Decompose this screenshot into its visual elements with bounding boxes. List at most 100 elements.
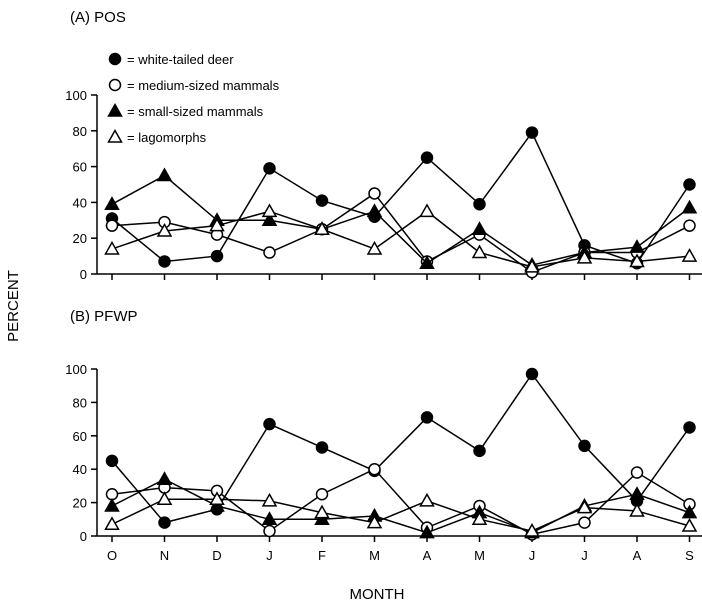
data-point — [629, 486, 645, 500]
data-point — [576, 499, 593, 514]
data-point — [471, 511, 488, 526]
data-point — [419, 203, 435, 218]
data-point — [263, 524, 276, 538]
x-axis-label: MONTH — [350, 586, 405, 603]
data-point — [576, 249, 593, 264]
data-point — [683, 219, 696, 232]
data-point — [629, 239, 645, 253]
x-tick-label: J — [266, 548, 273, 563]
data-point — [419, 492, 435, 507]
y-tick-label: 40 — [73, 195, 87, 210]
data-point — [314, 221, 330, 235]
data-point — [104, 196, 120, 210]
filled-triangle-icon — [107, 102, 123, 117]
legend-item-small-sized-mammals: = small-sized mammals — [107, 102, 264, 119]
data-point — [156, 491, 173, 506]
data-point — [366, 203, 383, 218]
panel-a-title: (A) POS — [70, 9, 126, 26]
data-point — [629, 502, 645, 517]
x-tick-label: O — [107, 548, 117, 563]
data-point — [315, 441, 329, 454]
x-tick-label: F — [318, 548, 326, 563]
data-point — [420, 411, 434, 424]
data-point — [419, 255, 435, 270]
data-point — [263, 417, 276, 431]
panel-b-title: (B) PFWP — [70, 308, 138, 325]
data-point — [261, 203, 278, 218]
data-point — [105, 454, 119, 468]
series-lagomorphs — [104, 203, 698, 273]
data-point — [104, 497, 120, 512]
data-point — [525, 367, 539, 381]
y-tick-label: 40 — [73, 462, 87, 477]
series-lagomorphs — [104, 491, 698, 537]
data-point — [578, 439, 591, 453]
panel-b-series — [104, 367, 698, 541]
data-point — [156, 167, 173, 182]
data-point — [209, 217, 225, 232]
y-tick-label: 20 — [73, 231, 87, 246]
y-tick-label: 60 — [73, 429, 87, 444]
open-circle-icon — [108, 78, 122, 92]
data-point — [681, 248, 698, 262]
legend-item-medium-sized-mammals: = medium-sized mammals — [108, 78, 280, 93]
data-point — [419, 524, 435, 539]
y-tick-label: 80 — [73, 124, 87, 139]
legend-label: = medium-sized mammals — [127, 78, 280, 93]
data-point — [261, 511, 278, 526]
data-point — [156, 223, 173, 237]
x-tick-label: S — [685, 548, 694, 563]
data-point — [105, 219, 119, 232]
data-point — [471, 221, 488, 235]
x-tick-label: A — [633, 548, 642, 563]
y-tick-label: 60 — [73, 160, 87, 175]
data-point — [156, 471, 173, 485]
panel-pos: (A) POS 0 20 40 60 80 100 — [65, 9, 702, 282]
panel-a-x-axis — [97, 273, 702, 280]
data-point — [263, 246, 276, 259]
y-tick-label: 100 — [65, 88, 87, 103]
data-point — [104, 240, 120, 255]
y-tick-label: 80 — [73, 395, 87, 410]
panel-a-series — [104, 126, 698, 279]
data-point — [263, 162, 276, 175]
y-tick-label: 20 — [73, 496, 87, 511]
y-tick-label: 100 — [65, 362, 87, 377]
series-line — [111, 174, 690, 266]
open-triangle-icon — [107, 128, 123, 143]
data-point — [261, 212, 278, 227]
filled-circle-icon — [108, 52, 122, 66]
data-point — [683, 178, 696, 191]
data-point — [209, 491, 225, 506]
data-point — [315, 488, 329, 501]
legend-item-white-tailed-deer: = white-tailed deer — [108, 52, 234, 67]
data-point — [524, 522, 540, 537]
x-tick-label: M — [369, 548, 380, 563]
legend: = white-tailed deer = medium-sized mamma… — [107, 52, 280, 145]
data-point — [681, 199, 698, 214]
legend-label: = white-tailed deer — [127, 52, 234, 67]
data-point — [158, 516, 171, 529]
data-point — [420, 151, 434, 164]
data-point — [210, 249, 224, 263]
data-point — [315, 194, 329, 207]
series-line — [111, 210, 690, 268]
series-line — [111, 498, 690, 532]
x-tick-label: J — [581, 548, 588, 563]
data-point — [209, 497, 225, 512]
data-point — [471, 244, 488, 259]
x-tick-label: N — [160, 548, 169, 563]
data-point — [524, 258, 540, 273]
legend-label: = small-sized mammals — [127, 104, 264, 119]
data-point — [473, 197, 486, 211]
legend-item-lagomorphs: = lagomorphs — [107, 128, 207, 145]
data-point — [525, 126, 539, 139]
data-point — [314, 504, 330, 519]
x-tick-label: D — [212, 548, 221, 563]
data-point — [683, 421, 696, 434]
data-point — [681, 517, 698, 532]
y-tick-label: 0 — [80, 267, 87, 282]
data-point — [473, 444, 486, 458]
